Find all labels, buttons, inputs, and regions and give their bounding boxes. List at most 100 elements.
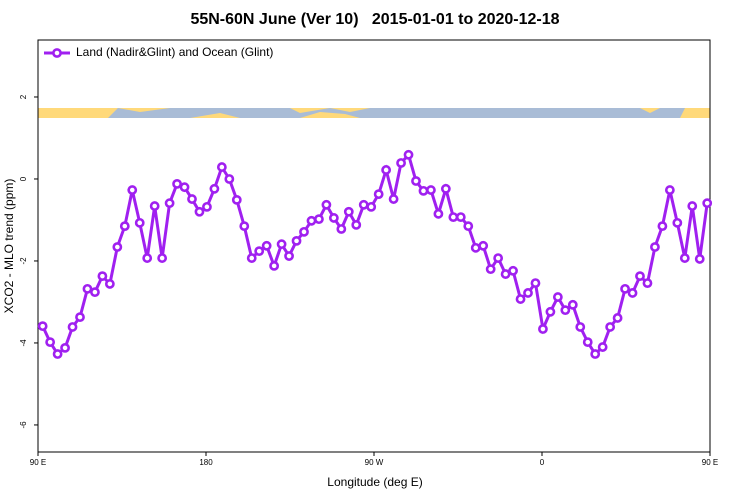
data-point xyxy=(321,199,332,210)
data-point xyxy=(239,221,250,232)
data-point xyxy=(373,189,384,200)
data-point xyxy=(112,242,123,252)
data-point xyxy=(336,224,347,234)
data-point xyxy=(157,253,168,263)
data-point xyxy=(635,271,645,282)
data-point xyxy=(411,176,421,186)
data-point xyxy=(664,185,675,195)
data-point xyxy=(231,194,242,205)
data-point xyxy=(90,287,100,298)
data-point xyxy=(403,149,414,160)
data-point xyxy=(478,240,489,251)
data-point xyxy=(202,201,212,212)
data-point xyxy=(470,242,481,253)
data-point xyxy=(485,264,496,275)
data-point xyxy=(433,208,444,219)
data-point xyxy=(127,185,138,195)
data-point xyxy=(418,185,429,196)
y-tick-label: 0 xyxy=(19,176,28,181)
data-point xyxy=(164,198,175,209)
data-point xyxy=(60,342,70,353)
x-tick-label: 180 xyxy=(199,458,213,467)
data-point xyxy=(508,265,518,276)
chart-title: 55N-60N June (Ver 10) 2015-01-01 to 2020… xyxy=(190,11,559,28)
data-point xyxy=(75,312,85,323)
data-point xyxy=(620,283,630,294)
x-tick-label: 90 E xyxy=(702,458,718,467)
data-point xyxy=(343,206,354,217)
data-point xyxy=(515,294,526,304)
data-point xyxy=(530,278,541,289)
data-point xyxy=(388,194,399,204)
data-point xyxy=(306,215,317,226)
data-point xyxy=(396,158,406,168)
data-point xyxy=(552,292,563,302)
data-point xyxy=(463,221,474,232)
data-point xyxy=(261,240,272,251)
data-point xyxy=(612,313,623,323)
data-point xyxy=(246,253,257,263)
data-point xyxy=(650,242,660,252)
data-point xyxy=(448,212,459,222)
data-point xyxy=(194,206,205,217)
data-point xyxy=(37,321,48,332)
y-tick-label: -6 xyxy=(19,421,28,429)
data-point xyxy=(567,299,578,310)
data-point xyxy=(45,337,56,348)
data-point xyxy=(440,183,451,194)
data-point xyxy=(687,201,698,211)
data-point xyxy=(605,322,616,332)
x-tick-label: 90 E xyxy=(30,458,46,467)
data-point xyxy=(284,251,294,261)
data-point xyxy=(545,306,556,317)
data-point xyxy=(627,288,638,298)
data-point xyxy=(187,194,197,204)
data-point xyxy=(702,198,713,209)
data-point xyxy=(694,254,705,264)
y-tick-label: -4 xyxy=(19,339,28,347)
y-tick-label: -2 xyxy=(19,257,28,265)
map-strip xyxy=(38,108,710,118)
legend-marker xyxy=(52,48,62,58)
data-point xyxy=(142,253,153,263)
data-point xyxy=(119,221,130,232)
x-tick-label: 90 W xyxy=(365,458,384,467)
data-point xyxy=(366,201,377,212)
data-point xyxy=(269,260,280,271)
data-point xyxy=(538,324,548,334)
x-tick-label: 0 xyxy=(540,458,545,467)
data-point xyxy=(67,322,78,332)
data-point xyxy=(299,226,309,237)
data-point xyxy=(523,288,533,298)
data-point xyxy=(314,214,324,225)
legend-label: Land (Nadir&Glint) and Ocean (Glint) xyxy=(76,45,273,59)
data-point xyxy=(149,201,160,211)
data-point xyxy=(657,221,668,232)
y-axis-label: XCO2 - MLO trend (ppm) xyxy=(2,179,16,314)
data-point xyxy=(582,337,593,348)
data-point xyxy=(216,162,227,172)
data-point xyxy=(104,279,115,289)
data-point xyxy=(672,217,683,228)
data-point xyxy=(328,213,339,223)
data-point xyxy=(493,253,504,263)
data-point xyxy=(358,199,369,210)
data-point xyxy=(590,349,601,359)
y-tick-label: 2 xyxy=(19,94,28,99)
data-point xyxy=(276,239,287,250)
data-point xyxy=(597,342,608,352)
data-point xyxy=(254,246,265,257)
data-point xyxy=(575,322,586,332)
data-point xyxy=(455,212,466,222)
data-point xyxy=(179,182,190,193)
data-point xyxy=(642,278,653,289)
plot-frame xyxy=(37,39,711,453)
x-axis-label: Longitude (deg E) xyxy=(327,475,422,489)
data-point xyxy=(426,185,436,195)
data-point xyxy=(209,183,220,194)
data-point xyxy=(224,174,235,184)
data-point xyxy=(52,349,63,359)
data-point xyxy=(134,217,145,228)
data-point xyxy=(97,271,108,282)
